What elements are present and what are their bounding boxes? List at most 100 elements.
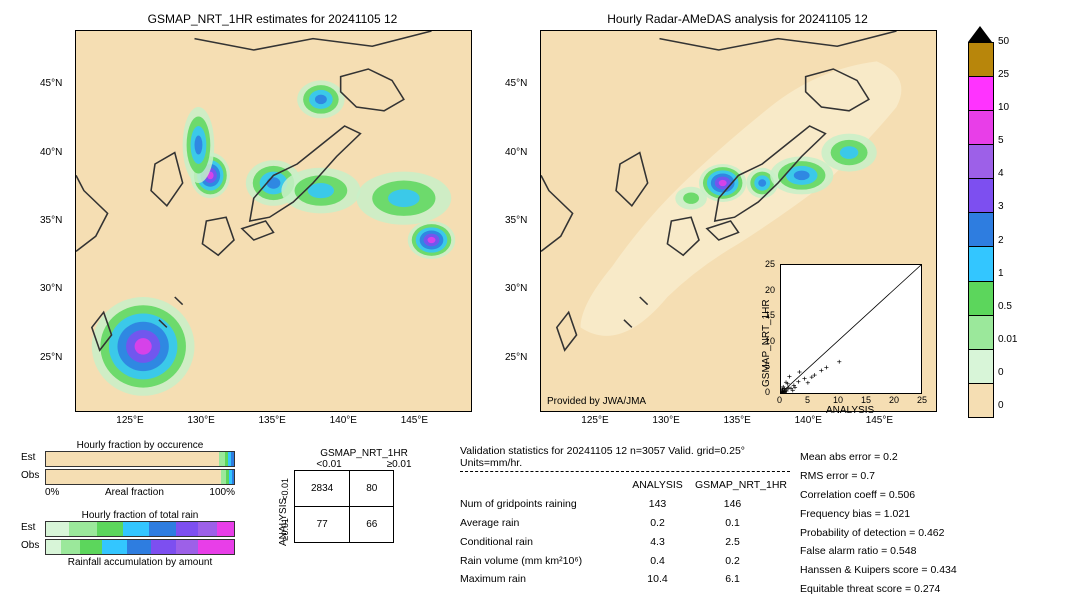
left-map-panel: 125°E130°E135°E140°E145°E25°N30°N35°N40°… <box>75 30 472 412</box>
map-ytick: 35°N <box>40 215 62 226</box>
contingency-cell: 66 <box>350 507 394 543</box>
hbar-seg <box>198 522 217 536</box>
map-xtick: 140°E <box>795 415 822 426</box>
map-ytick: 35°N <box>505 215 527 226</box>
stats-row-label: Conditional rain <box>460 533 620 552</box>
hbar-row <box>45 469 235 485</box>
map-xtick: 140°E <box>330 415 357 426</box>
colorbar-label: 0 <box>998 400 1004 411</box>
map-xtick: 145°E <box>866 415 893 426</box>
stats-value: 0.2 <box>620 514 695 533</box>
map-xtick: 135°E <box>259 415 286 426</box>
scatter-ytick: 0 <box>765 387 770 397</box>
hbar-seg <box>232 470 234 484</box>
hbar-seg <box>69 522 97 536</box>
colorbar-segment <box>968 282 994 316</box>
colorbar-segment <box>968 316 994 350</box>
stats-value: 4.3 <box>620 533 695 552</box>
hourly-total-chart: Hourly fraction of total rain Est Obs Ra… <box>45 510 235 568</box>
map-xtick: 145°E <box>401 415 428 426</box>
map-ytick: 40°N <box>40 147 62 158</box>
contingency-cell: 77 <box>295 507 350 543</box>
stats-row: Rain volume (mm km²10⁶) 0.4 0.2 <box>460 552 790 571</box>
hbar-seg <box>97 522 123 536</box>
hbar-row <box>45 451 235 467</box>
stats-value: 0.2 <box>695 552 770 571</box>
colorbar-arrow <box>968 26 992 42</box>
hbar-seg <box>61 540 80 554</box>
contingency-table: GSMAP_NRT_1HR<0.01≥0.012834807766ANALYSI… <box>280 448 434 543</box>
hbar-seg <box>46 540 61 554</box>
contingency-col-label: ≥0.01 <box>387 459 412 470</box>
scatter-xlabel: ANALYSIS <box>826 405 874 416</box>
hbar-seg <box>176 522 199 536</box>
stats-metric: Probability of detection = 0.462 <box>800 524 957 543</box>
colorbar-segment <box>968 77 994 111</box>
colorbar-segment <box>968 145 994 179</box>
map-ytick: 25°N <box>505 352 527 363</box>
stats-metric: Frequency bias = 1.021 <box>800 505 957 524</box>
colorbar-label: 5 <box>998 135 1004 146</box>
colorbar-label: 10 <box>998 102 1009 113</box>
hbar-row-label: Obs <box>21 540 39 551</box>
map-ytick: 30°N <box>40 283 62 294</box>
contingency-row-label: <0.01 <box>280 478 290 501</box>
scatter-ytick: 20 <box>765 285 775 295</box>
map-xtick: 125°E <box>581 415 608 426</box>
map-ytick: 25°N <box>40 352 62 363</box>
scatter-xtick: 0 <box>777 395 782 405</box>
map-ytick: 30°N <box>505 283 527 294</box>
contingency-row-label: ≥0.01 <box>280 518 290 540</box>
hbar-axis-label: Areal fraction <box>105 487 164 498</box>
stats-value: 2.5 <box>695 533 770 552</box>
stats-value: 6.1 <box>695 570 770 589</box>
colorbar: 502510543210.50.0100 <box>968 42 992 406</box>
stats-metric: Hanssen & Kuipers score = 0.434 <box>800 561 957 580</box>
scatter-xtick: 20 <box>889 395 899 405</box>
scatter-ytick: 25 <box>765 259 775 269</box>
stats-value: 0.1 <box>695 514 770 533</box>
hbar-title: Hourly fraction of total rain <box>45 510 235 521</box>
stats-metric: Correlation coeff = 0.506 <box>800 486 957 505</box>
hbar-seg <box>217 522 234 536</box>
contingency-cells: 2834807766 <box>294 470 394 543</box>
right-map-title: Hourly Radar-AMeDAS analysis for 2024110… <box>540 12 935 26</box>
scatter-ylabel: GSMAP_NRT_1HR <box>761 299 772 387</box>
scatter-xtick: 15 <box>861 395 871 405</box>
stats-row: Num of gridpoints raining 143 146 <box>460 495 790 514</box>
contingency-cell: 2834 <box>295 471 350 507</box>
hbar-seg <box>102 540 126 554</box>
hbar-seg <box>127 540 151 554</box>
colorbar-label: 4 <box>998 168 1004 179</box>
colorbar-label: 1 <box>998 268 1004 279</box>
hbar-row <box>45 521 235 537</box>
hbar-seg <box>151 540 175 554</box>
colorbar-label: 0.5 <box>998 301 1012 312</box>
scatter-xtick: 25 <box>917 395 927 405</box>
stats-value: 10.4 <box>620 570 695 589</box>
stats-row-label: Maximum rain <box>460 570 620 589</box>
colorbar-label: 25 <box>998 69 1009 80</box>
contingency-col-label: <0.01 <box>316 459 341 470</box>
validation-stats-table: Validation statistics for 20241105 12 n=… <box>460 445 790 589</box>
map-xtick: 130°E <box>187 415 214 426</box>
stats-metric: False alarm ratio = 0.548 <box>800 542 957 561</box>
stats-row-label: Rain volume (mm km²10⁶) <box>460 552 620 571</box>
hbar-seg <box>231 452 234 466</box>
scatter-xtick: 5 <box>805 395 810 405</box>
hbar-row-label: Est <box>21 522 35 533</box>
hbar-footer: Rainfall accumulation by amount <box>45 557 235 568</box>
map-ytick: 45°N <box>40 78 62 89</box>
stats-col-header: ANALYSIS <box>620 476 695 495</box>
map-ytick: 40°N <box>505 147 527 158</box>
colorbar-label: 2 <box>998 235 1004 246</box>
stats-row: Maximum rain 10.4 6.1 <box>460 570 790 589</box>
map-xtick: 135°E <box>724 415 751 426</box>
contingency-cell: 80 <box>350 471 394 507</box>
stats-value: 143 <box>620 495 695 514</box>
hourly-occurrence-chart: Hourly fraction by occurence Est Obs 0% … <box>45 440 235 498</box>
colorbar-label: 0 <box>998 367 1004 378</box>
hbar-seg <box>198 540 234 554</box>
hbar-axis-right: 100% <box>209 487 235 498</box>
map-xtick: 125°E <box>116 415 143 426</box>
